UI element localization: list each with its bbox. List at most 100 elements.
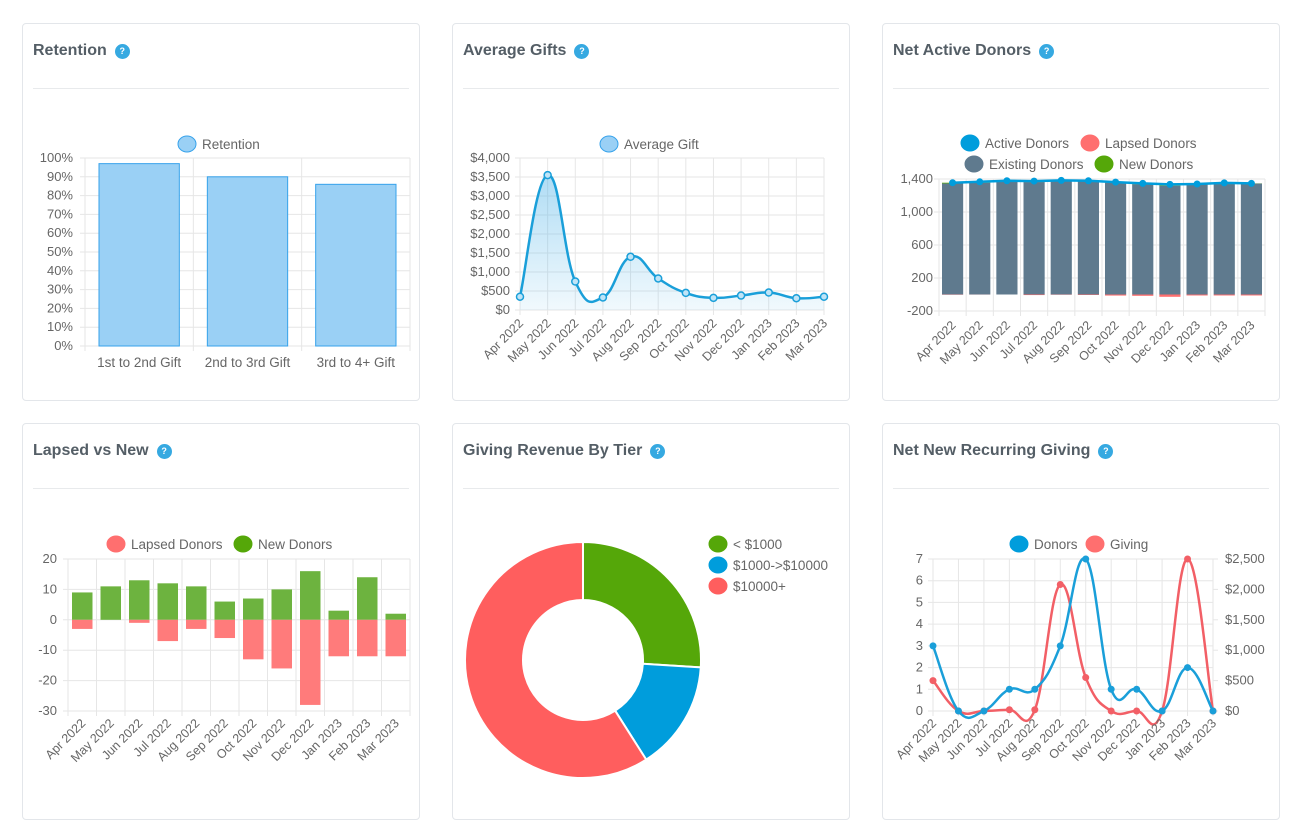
bar-lapsed xyxy=(271,619,292,669)
data-point xyxy=(1031,706,1039,714)
data-point xyxy=(929,642,937,650)
divider xyxy=(893,488,1269,489)
bar-lapsed xyxy=(357,619,378,657)
y2-tick-label: $500 xyxy=(1225,673,1254,688)
card-title: Giving Revenue By Tier ? xyxy=(463,442,666,460)
net-new-recurring-giving-card: Net New Recurring Giving ? Donors Giving 0… xyxy=(882,423,1280,820)
y-tick-label: 30% xyxy=(47,282,73,297)
divider xyxy=(463,488,839,489)
y-tick-label: 200 xyxy=(911,270,933,285)
y-tick-label: 1,000 xyxy=(900,204,933,219)
bar-lapsed xyxy=(1132,294,1154,296)
legend-swatch xyxy=(177,135,197,153)
bar-existing xyxy=(942,183,964,295)
legend-label: Active Donors xyxy=(985,136,1069,151)
divider xyxy=(463,88,839,89)
legend-label: $10000+ xyxy=(733,579,786,594)
data-point xyxy=(571,277,580,286)
divider xyxy=(33,488,409,489)
bar-existing xyxy=(1050,181,1072,295)
data-point xyxy=(681,288,691,298)
legend-swatch xyxy=(599,135,619,153)
y-tick-label: 3 xyxy=(916,638,923,653)
y-tick-label: 60% xyxy=(47,225,73,240)
card-title: Average Gifts ? xyxy=(463,42,590,60)
y-tick-label: 20 xyxy=(43,551,57,566)
data-point xyxy=(515,292,525,301)
bar-lapsed xyxy=(1105,294,1127,296)
data-point xyxy=(1209,707,1217,715)
data-point xyxy=(1166,180,1174,188)
y-tick-label: 100% xyxy=(40,150,74,165)
legend-label: Donors xyxy=(1034,537,1078,552)
y2-tick-label: $1,500 xyxy=(1225,612,1265,627)
bar-new xyxy=(357,577,378,620)
bar-existing xyxy=(1213,184,1235,295)
data-point xyxy=(954,707,962,715)
data-point xyxy=(1139,179,1147,187)
data-point xyxy=(1057,176,1065,184)
help-icon[interactable]: ? xyxy=(114,43,130,59)
y-tick-label: 1 xyxy=(916,681,923,696)
pie-slice xyxy=(582,540,702,669)
legend-swatch xyxy=(960,134,980,152)
y-tick-label: 4 xyxy=(916,616,923,631)
y-tick-label: $2,500 xyxy=(470,207,510,222)
data-point xyxy=(1112,178,1120,186)
card-title: Net Active Donors ? xyxy=(893,42,1055,60)
bar xyxy=(315,183,397,347)
help-icon[interactable]: ? xyxy=(156,443,172,459)
data-point xyxy=(949,179,957,187)
data-point xyxy=(1247,179,1255,187)
data-point xyxy=(598,293,608,302)
legend-label: Average Gift xyxy=(624,137,699,152)
bar-new xyxy=(100,586,121,620)
y-tick-label: $2,000 xyxy=(470,226,510,241)
y-tick-label: $500 xyxy=(481,283,510,298)
legend-label: Giving xyxy=(1110,537,1148,552)
bar-lapsed xyxy=(328,619,349,657)
bar-lapsed xyxy=(385,619,406,657)
data-point xyxy=(1107,685,1115,693)
bar-existing xyxy=(1132,184,1154,295)
bar-lapsed xyxy=(129,619,150,623)
bar-existing xyxy=(996,181,1018,295)
y-tick-label: $1,000 xyxy=(470,264,510,279)
help-icon[interactable]: ? xyxy=(650,443,666,459)
help-icon[interactable]: ? xyxy=(1098,443,1114,459)
series-line-donors xyxy=(931,557,1215,720)
bar-lapsed xyxy=(1240,294,1262,296)
y-tick-label: 10 xyxy=(43,581,57,596)
y2-tick-label: $2,000 xyxy=(1225,581,1265,596)
data-point xyxy=(1003,177,1011,185)
bar-existing xyxy=(1077,181,1099,295)
data-point xyxy=(1031,685,1039,693)
legend-swatch xyxy=(708,556,728,574)
average-gifts-card: Average Gifts ? Average Gift $0 $500 $1,000… xyxy=(452,23,850,401)
bar xyxy=(98,163,180,347)
data-point xyxy=(1158,707,1166,715)
help-icon[interactable]: ? xyxy=(1039,43,1055,59)
data-point xyxy=(1030,177,1038,185)
bar-new xyxy=(214,601,235,620)
card-title: Retention ? xyxy=(33,42,130,60)
divider xyxy=(893,88,1269,89)
legend-label: New Donors xyxy=(258,537,333,552)
data-point xyxy=(819,292,829,301)
bar-new xyxy=(271,589,292,620)
help-icon[interactable]: ? xyxy=(574,43,590,59)
legend-swatch xyxy=(1094,155,1114,173)
y-tick-label: $3,500 xyxy=(470,169,510,184)
retention-card: Retention ? Retention 0% 10% 20% 30% 40% 50% 60… xyxy=(22,23,420,401)
data-point xyxy=(1133,707,1141,715)
bar-existing xyxy=(969,182,991,295)
y-tick-label: 90% xyxy=(47,169,73,184)
x-tick-label: 2nd to 3rd Gift xyxy=(205,355,291,370)
legend-label: Lapsed Donors xyxy=(131,537,223,552)
y-tick-label: 40% xyxy=(47,263,73,278)
data-point xyxy=(1220,179,1228,187)
bar-existing xyxy=(1159,185,1181,295)
divider xyxy=(33,88,409,89)
bar-existing xyxy=(1023,182,1045,295)
y-tick-label: 5 xyxy=(916,594,923,609)
